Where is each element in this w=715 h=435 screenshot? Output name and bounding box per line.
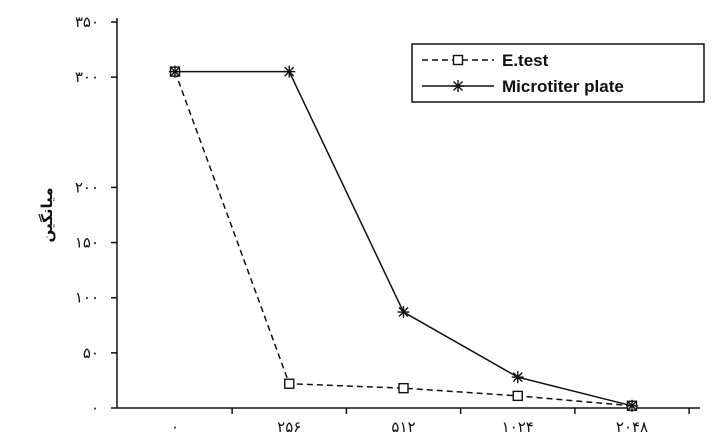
y-tick-label: ۰: [91, 399, 99, 417]
axes: [116, 18, 700, 409]
y-axis-label: میانگین: [38, 187, 56, 242]
legend-label: E.test: [502, 51, 549, 70]
data-point: [283, 65, 296, 78]
data-point: [397, 306, 410, 319]
data-point: [284, 378, 295, 389]
series-line: [174, 71, 633, 407]
data-point: [511, 371, 524, 384]
y-tick-label: ۱۵۰: [75, 234, 99, 252]
y-tick-label: ۱۰۰: [75, 289, 99, 307]
y-tick-label: ۵۰: [83, 344, 99, 362]
legend-item: E.test: [422, 51, 549, 70]
y-axis-ticks: ۰ ۵۰ ۱۰۰ ۱۵۰ ۲۰۰ ۳۰۰ ۳۵۰: [75, 13, 117, 417]
legend-box: [411, 43, 705, 103]
data-point: [398, 382, 409, 394]
legend-item: Microtiter plate: [422, 77, 624, 96]
legend: E.test Microtiter plate: [411, 43, 705, 103]
x-tick-label: ۵۱۲: [391, 418, 415, 435]
legend-label: Microtiter plate: [502, 77, 624, 96]
y-tick-label: ۳۰۰: [75, 68, 99, 86]
legend-marker: [452, 80, 464, 92]
x-tick-label: ۲۰۴۸: [616, 418, 648, 435]
data-point: [512, 390, 523, 402]
y-tick-label: ۲۰۰: [75, 178, 99, 196]
series-layer: [169, 65, 638, 412]
x-tick-label: ۰: [171, 418, 179, 435]
data-point: [626, 399, 638, 412]
x-axis-ticks: ۰ ۲۵۶ ۵۱۲ ۱۰۲۴ ۲۰۴۸: [171, 408, 690, 435]
x-tick-label: ۲۵۶: [277, 418, 301, 435]
y-tick-label: ۳۵۰: [75, 13, 99, 31]
series-0: [169, 66, 638, 411]
series-1: [169, 65, 638, 412]
x-tick-label: ۱۰۲۴: [502, 418, 534, 435]
legend-marker: [452, 54, 464, 66]
data-point: [169, 65, 181, 78]
series-line: [175, 70, 633, 407]
